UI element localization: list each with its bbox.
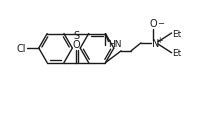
Text: −: − (157, 19, 164, 28)
Text: HN: HN (109, 39, 122, 48)
Text: Cl: Cl (16, 44, 26, 54)
Text: O: O (72, 39, 80, 49)
Text: Et: Et (173, 29, 182, 38)
Text: O: O (149, 19, 157, 29)
Text: Et: Et (173, 49, 182, 58)
Text: S: S (73, 30, 79, 40)
Text: N: N (152, 39, 159, 48)
Text: +: + (156, 36, 163, 45)
